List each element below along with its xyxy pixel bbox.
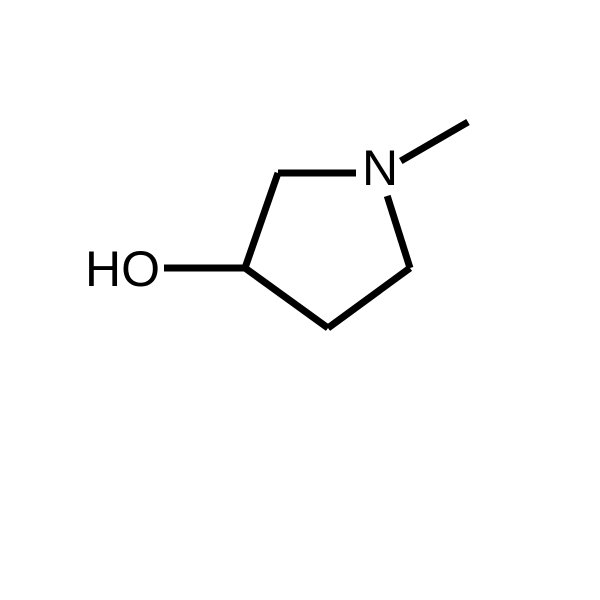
bond-C4-C3 — [245, 268, 328, 328]
atom-label-OH: HO — [85, 241, 160, 297]
atom-label-N: N — [362, 140, 398, 196]
bond-C3-C2 — [245, 173, 278, 268]
bond-N-C5 — [387, 196, 410, 268]
bond-N-CH3 — [401, 122, 468, 161]
molecule-canvas: HO N — [0, 0, 600, 600]
bond-C5-C4 — [328, 268, 410, 328]
